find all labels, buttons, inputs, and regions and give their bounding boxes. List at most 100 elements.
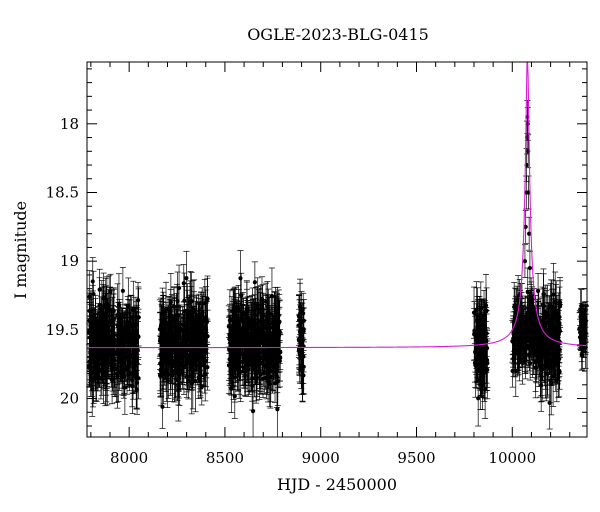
data-marker (230, 334, 235, 339)
data-point (161, 333, 168, 386)
data-marker (275, 379, 280, 384)
data-marker (198, 368, 203, 373)
data-marker (110, 351, 115, 356)
data-marker (194, 334, 199, 339)
data-marker (238, 276, 243, 281)
data-marker (97, 342, 102, 347)
data-marker (188, 343, 193, 348)
data-marker (120, 336, 125, 341)
data-marker (189, 310, 194, 315)
data-marker (114, 371, 119, 376)
data-marker (199, 340, 205, 345)
data-marker (185, 312, 190, 317)
data-marker (158, 372, 163, 378)
data-marker (112, 357, 117, 363)
data-point (157, 356, 164, 394)
data-marker (175, 298, 180, 304)
data-point (180, 330, 187, 383)
data-marker (162, 357, 167, 362)
data-marker (205, 296, 210, 301)
data-point (129, 317, 136, 373)
data-marker (203, 371, 208, 376)
data-point (105, 320, 112, 361)
data-marker (106, 338, 111, 343)
data-point (130, 280, 137, 340)
data-marker (186, 378, 191, 383)
data-marker (100, 349, 105, 354)
data-marker (124, 322, 130, 327)
data-marker (163, 332, 168, 337)
data-marker (101, 363, 106, 368)
data-layer (86, 100, 589, 438)
data-marker (157, 327, 163, 332)
data-marker (120, 288, 125, 293)
data-point (127, 294, 134, 352)
data-marker (87, 294, 92, 299)
data-marker (91, 340, 96, 345)
data-marker (104, 372, 109, 378)
data-marker (205, 365, 210, 370)
data-marker (102, 311, 107, 316)
data-point (193, 315, 200, 358)
data-point (187, 320, 194, 371)
data-point (90, 317, 97, 369)
data-marker (115, 333, 120, 338)
data-point (202, 346, 209, 402)
data-marker (172, 316, 177, 321)
data-marker (104, 331, 109, 336)
data-marker (197, 358, 202, 364)
data-point (256, 287, 263, 337)
data-marker (128, 321, 133, 326)
data-marker (232, 316, 237, 321)
data-point (231, 287, 238, 350)
data-marker (173, 368, 178, 373)
data-marker (169, 324, 175, 329)
data-point (94, 314, 101, 357)
data-point (100, 343, 107, 388)
data-marker (110, 341, 116, 346)
data-marker (181, 281, 186, 286)
data-marker (175, 313, 181, 318)
data-marker (166, 372, 171, 377)
data-point (89, 257, 96, 306)
data-point (180, 264, 187, 303)
data-point (169, 333, 176, 373)
data-point (197, 345, 204, 397)
data-marker (86, 363, 92, 368)
data-marker (265, 321, 270, 326)
data-marker (185, 322, 191, 327)
data-point (120, 327, 127, 377)
data-point (176, 342, 183, 406)
data-marker (159, 362, 164, 368)
data-marker (252, 280, 257, 285)
data-marker (275, 407, 280, 412)
data-point (103, 307, 110, 359)
data-marker (181, 354, 186, 359)
data-point (181, 286, 188, 337)
data-marker (90, 378, 96, 383)
data-marker (105, 363, 110, 368)
data-marker (130, 342, 135, 347)
data-point (111, 332, 118, 388)
data-marker (182, 309, 187, 314)
data-marker (89, 358, 94, 363)
data-point (275, 297, 282, 351)
data-point (123, 304, 130, 345)
data-marker (270, 365, 276, 370)
data-point (173, 309, 180, 367)
data-marker (177, 372, 182, 377)
data-point (204, 275, 211, 322)
data-marker (135, 298, 141, 303)
data-point (135, 288, 142, 347)
data-marker (203, 317, 208, 322)
data-marker (131, 308, 136, 313)
data-marker (276, 322, 281, 327)
data-marker (165, 378, 170, 383)
data-marker (173, 341, 178, 347)
data-marker (185, 355, 190, 360)
data-point (86, 270, 93, 324)
data-marker (170, 350, 175, 355)
data-marker (90, 279, 95, 284)
data-marker (134, 335, 139, 340)
